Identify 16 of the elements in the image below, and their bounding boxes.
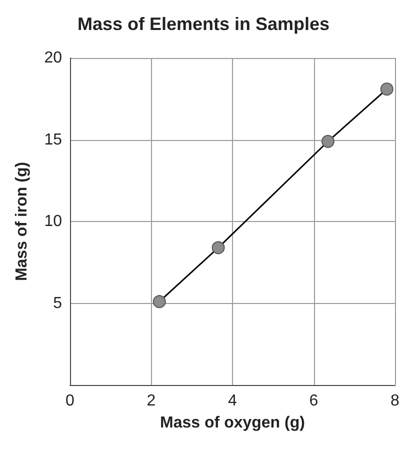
y-tick-label: 10	[44, 213, 62, 230]
x-tick-label: 8	[390, 392, 400, 410]
x-tick-label: 6	[309, 392, 318, 410]
point	[212, 241, 225, 254]
chart-title: Mass of Elements in Samples	[77, 14, 330, 34]
point	[380, 82, 394, 96]
point	[152, 295, 166, 308]
x-axis-title: Mass of oxygen (g)	[160, 414, 305, 432]
x-tick-label: 2	[146, 392, 156, 410]
point	[321, 134, 334, 148]
x-tick-label: 4	[228, 392, 238, 410]
y-axis-title: Mass of iron (g)	[14, 162, 30, 282]
y-tick-label: 15	[44, 131, 62, 148]
y-tick-label: 20	[44, 50, 62, 66]
x-tick-label: 0	[66, 392, 75, 410]
y-tick-label: 5	[53, 294, 62, 312]
